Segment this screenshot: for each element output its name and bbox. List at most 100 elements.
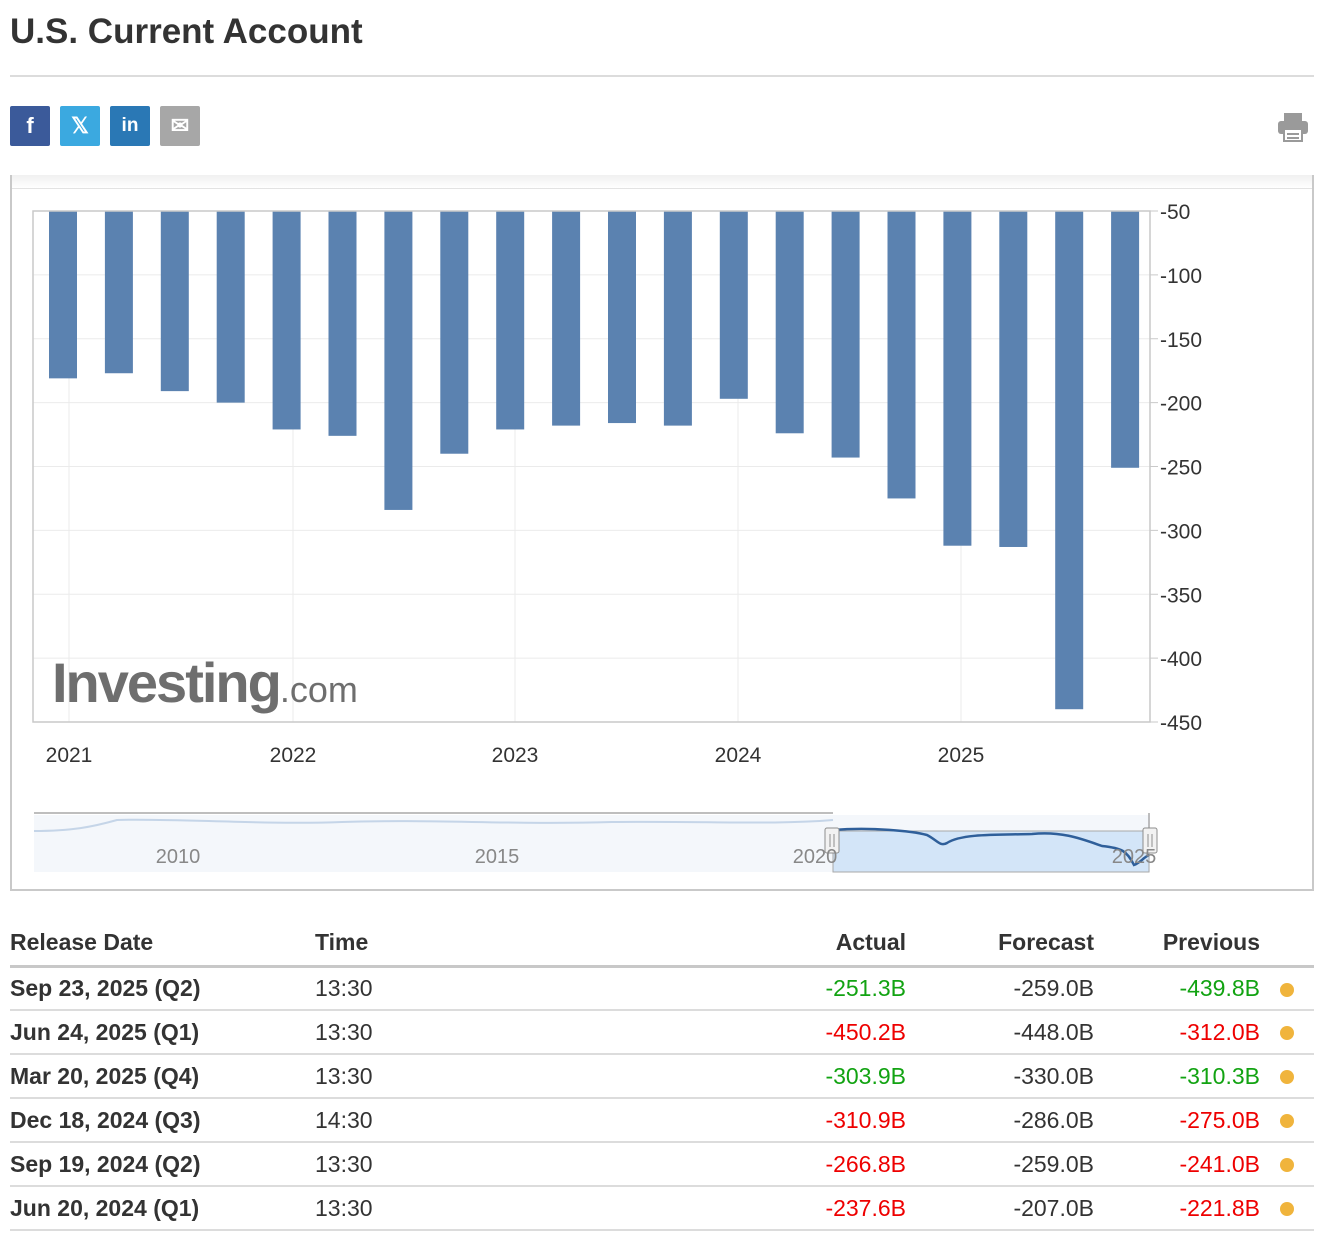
bar[interactable] [104,211,133,374]
importance-cell [1260,1186,1314,1231]
time-cell: 13:30 [315,1054,715,1099]
status-dot-icon[interactable] [1280,1202,1294,1217]
table-header-row: Release Date Time Actual Forecast Previo… [10,920,1314,968]
y-tick-label: -400 [1160,648,1202,671]
bar[interactable] [216,211,245,403]
status-dot-icon[interactable] [1280,982,1294,997]
status-dot-icon[interactable] [1280,1026,1294,1041]
x-tick-label: 2021 [46,744,93,767]
forecast-cell: -286.0B [906,1098,1094,1143]
navigator-selected-line [832,827,1150,867]
navigator-selection[interactable] [832,830,1150,873]
previous-cell: -221.8B [1094,1186,1260,1231]
time-cell: 13:30 [315,1186,715,1231]
current-account-chart: -50 -100 -150 -200 -250 -300 -350 -400 -450 Inves… [32,201,1202,873]
y-tick-label: -300 [1160,520,1202,543]
time-cell: 13:30 [315,1010,715,1055]
table-row: Mar 20, 2025 (Q4) 13:30 -303.9B -330.0B -310… [10,1054,1314,1099]
bar[interactable] [328,211,357,436]
status-dot-icon[interactable] [1280,1114,1294,1129]
header-release-date[interactable]: Release Date [10,920,315,968]
facebook-share-button[interactable]: f [10,106,50,146]
previous-cell: -439.8B [1094,966,1260,1011]
time-cell: 13:30 [315,1142,715,1187]
x-tick-label: 2024 [715,744,762,767]
actual-cell: -310.9B [715,1098,906,1143]
navigator-history-line [33,818,834,832]
release-date-cell: Jun 20, 2024 (Q1) [10,1186,315,1231]
importance-cell [1260,1010,1314,1055]
navigator-handle[interactable] [1142,827,1158,854]
importance-cell [1260,966,1314,1011]
actual-cell: -237.6B [715,1186,906,1231]
header-previous[interactable]: Previous [1094,920,1260,968]
importance-cell [1260,1142,1314,1187]
table-row: Jun 24, 2025 (Q1) 13:30 -450.2B -448.0B -312… [10,1010,1314,1055]
bar[interactable] [719,211,748,399]
mail-icon: ✉ [170,113,190,138]
table-row: Sep 19, 2024 (Q2) 13:30 -266.8B -259.0B -241… [10,1142,1314,1187]
email-share-button[interactable]: ✉ [160,106,200,146]
bar[interactable] [1055,211,1084,710]
actual-cell: -303.9B [715,1054,906,1099]
bar[interactable] [496,211,525,430]
time-cell: 13:30 [315,966,715,1011]
time-cell: 14:30 [315,1098,715,1143]
bar[interactable] [831,211,860,458]
table-row: Dec 18, 2024 (Q3) 14:30 -310.9B -286.0B -275… [10,1098,1314,1143]
bar[interactable] [608,211,636,424]
bar[interactable] [272,211,301,430]
forecast-cell: -259.0B [906,966,1094,1011]
navigator-tick-label: 2010 [156,846,201,868]
y-tick-label: -350 [1160,584,1202,607]
bar[interactable] [1111,211,1140,468]
bar[interactable] [552,211,581,426]
bar[interactable] [943,211,972,546]
bar[interactable] [999,211,1028,547]
facebook-icon: f [26,113,34,138]
chart-container: -50 -100 -150 -200 -250 -300 -350 -400 -450 Inves… [10,175,1314,891]
actual-cell: -251.3B [715,966,906,1011]
release-date-cell: Mar 20, 2025 (Q4) [10,1054,315,1099]
linkedin-icon: in [121,115,139,136]
print-icon[interactable] [1276,110,1310,144]
bar[interactable] [49,211,77,379]
y-tick-label: -100 [1160,265,1202,288]
investing-watermark: Investing.com [52,651,358,714]
bar[interactable] [775,211,804,434]
bar[interactable] [384,211,413,510]
table-row: Sep 23, 2025 (Q2) 13:30 -251.3B -259.0B -439… [10,966,1314,1011]
header-time[interactable]: Time [315,920,715,968]
table-row: Jun 20, 2024 (Q1) 13:30 -237.6B -207.0B -221… [10,1186,1314,1231]
page-title: U.S. Current Account [10,12,363,51]
history-table: Release Date Time Actual Forecast Previo… [10,920,1314,1231]
navigator-handle[interactable] [824,827,840,854]
previous-cell: -275.0B [1094,1098,1260,1143]
forecast-cell: -207.0B [906,1186,1094,1231]
bar[interactable] [160,211,189,392]
actual-cell: -266.8B [715,1142,906,1187]
x-icon: 𝕏 [71,113,89,138]
forecast-cell: -448.0B [906,1010,1094,1055]
title-divider [10,75,1314,77]
status-dot-icon[interactable] [1280,1158,1294,1173]
x-tick-label: 2022 [270,744,317,767]
navigator-tick-label: 2015 [475,846,520,868]
importance-cell [1260,1098,1314,1143]
previous-cell: -241.0B [1094,1142,1260,1187]
y-tick-label: -250 [1160,457,1202,480]
y-tick-label: -200 [1160,393,1202,416]
x-tick-label: 2023 [492,744,539,767]
x-tick-label: 2025 [938,744,985,767]
twitter-share-button[interactable]: 𝕏 [60,106,100,146]
header-forecast[interactable]: Forecast [906,920,1094,968]
bar[interactable] [663,211,692,426]
status-dot-icon[interactable] [1280,1070,1294,1085]
release-date-cell: Sep 23, 2025 (Q2) [10,966,315,1011]
bar[interactable] [440,211,469,454]
previous-cell: -310.3B [1094,1054,1260,1099]
bar[interactable] [887,211,916,499]
header-actual[interactable]: Actual [715,920,906,968]
linkedin-share-button[interactable]: in [110,106,150,146]
navigator-tick-label: 2020 [793,846,838,868]
